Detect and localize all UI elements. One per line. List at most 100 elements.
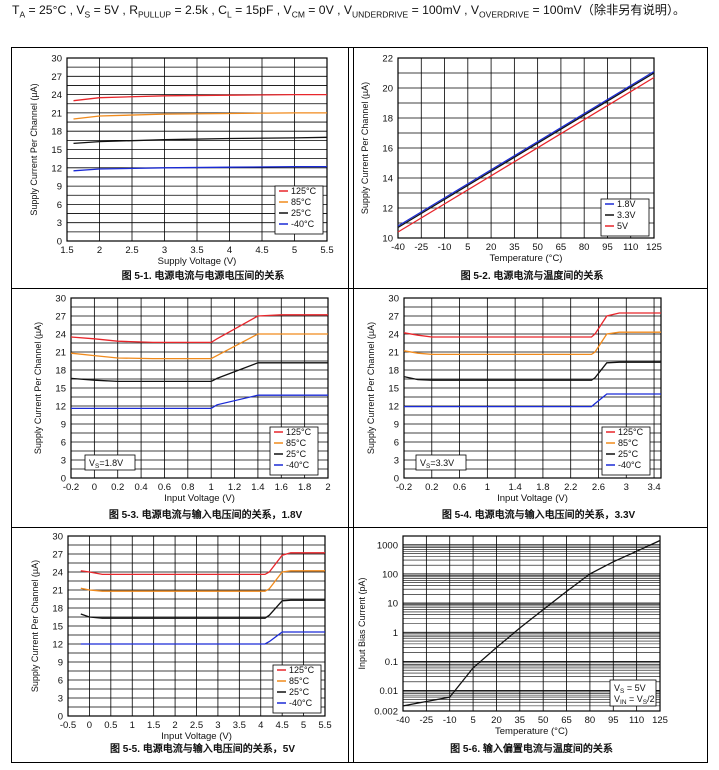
y-tick-label: 30 <box>55 294 66 305</box>
test-conditions-header: TA = 25°C , VS = 5V , RPULLUP = 2.5k , C… <box>12 2 712 23</box>
x-tick-label: 1.2 <box>228 482 241 493</box>
x-tick-label: 2 <box>97 245 102 256</box>
legend-entry: 125°C <box>286 427 312 437</box>
x-tick-label: 1 <box>209 482 214 493</box>
y-tick-label: 0.01 <box>380 686 399 697</box>
x-tick-label: 0.6 <box>453 482 466 493</box>
chart-3: -0.2 0 0.2 0.4 0.6 0.8 1 1.2 1.4 1.6 1.8 2036912151… <box>33 294 331 522</box>
y-tick-label: 15 <box>55 384 66 395</box>
y-tick-label: 12 <box>52 640 63 651</box>
legend-entry: 85°C <box>618 438 639 448</box>
plot-area-border <box>397 57 655 239</box>
series-line-25C <box>73 136 328 145</box>
x-tick-label: 1.5 <box>60 245 73 256</box>
x-tick-label: 3 <box>215 720 220 731</box>
y-tick-label: 27 <box>388 312 399 323</box>
y-tick-label: 10 <box>382 234 393 245</box>
x-tick-label: -40 <box>396 715 410 726</box>
x-tick-label: 3 <box>162 245 167 256</box>
legend-entry: 5V <box>617 221 628 231</box>
legend-entry: -40°C <box>618 460 642 470</box>
x-tick-label: 95 <box>602 242 613 253</box>
legend-entry: 125°C <box>291 186 317 196</box>
x-tick-label: 5 <box>470 715 475 726</box>
x-tick-label: 0.2 <box>425 482 438 493</box>
series-line-85C <box>80 570 325 592</box>
y-tick-label: 21 <box>51 108 62 119</box>
x-tick-label: -0.2 <box>63 482 79 493</box>
x-tick-label: 110 <box>623 242 638 253</box>
condition-3: CL = 15pF , <box>218 3 284 20</box>
annotation-box <box>84 454 136 471</box>
figure-caption: 图 5-6. 输入偏置电流与温度间的关系 <box>450 742 613 755</box>
x-tick-label: 0.5 <box>104 720 117 731</box>
y-tick-label: 27 <box>55 312 66 323</box>
x-axis-label: Input Voltage (V) <box>161 731 232 742</box>
x-tick-label: -10 <box>443 715 457 726</box>
x-tick-label: 5.5 <box>320 245 333 256</box>
series-line--40C <box>71 394 328 410</box>
legend-entry: 85°C <box>286 438 307 448</box>
y-tick-label: 18 <box>388 366 399 377</box>
y-tick-label: 24 <box>52 568 63 579</box>
x-tick-label: -25 <box>414 242 428 253</box>
x-tick-label: 5.5 <box>318 720 331 731</box>
series-line-18V <box>397 70 655 227</box>
figure-caption: 图 5-2. 电源电流与温度间的关系 <box>461 269 604 282</box>
y-tick-label: 0 <box>394 474 399 485</box>
chart-6: -40 -25 -10 5 20 35 50 65 80 95 110 1250.0020.010.1… <box>357 535 668 755</box>
x-axis-label: Input Voltage (V) <box>164 493 235 504</box>
figure-caption: 图 5-3. 电源电流与输入电压间的关系，1.8V <box>109 508 303 521</box>
legend-entry: 3.3V <box>617 210 636 220</box>
x-tick-label: 110 <box>629 715 644 726</box>
x-axis-label: Input Voltage (V) <box>497 493 568 504</box>
legend-entry: 25°C <box>618 449 639 459</box>
chart-2: -40 -25 -10 5 20 35 50 65 80 95 110 125 10 12 14 16 18 20… <box>360 54 662 283</box>
y-axis-label: Input Bias Current (pA) <box>357 577 367 669</box>
x-tick-label: 35 <box>509 242 520 253</box>
figure-frame-5 <box>11 527 354 763</box>
y-tick-label: 15 <box>388 384 399 395</box>
y-tick-label: 27 <box>51 72 62 83</box>
y-tick-label: 21 <box>52 586 63 597</box>
legend-box <box>269 426 319 476</box>
y-tick-label: 20 <box>382 84 393 95</box>
x-tick-label: 2.6 <box>592 482 605 493</box>
y-tick-label: 30 <box>51 54 62 65</box>
series-line-85C <box>70 333 328 360</box>
legend-entry: 85°C <box>289 676 310 686</box>
legend-entry: 125°C <box>289 665 315 675</box>
x-tick-label: 4.5 <box>255 245 268 256</box>
figure-caption: 图 5-1. 电源电流与电源电压间的关系 <box>122 269 285 282</box>
x-tick-label: 0.6 <box>158 482 171 493</box>
series-line-33V <box>397 72 655 229</box>
annotation-text: VS=3.3V <box>420 458 454 470</box>
legend: 125°C85°C25°C-40°C <box>274 185 324 235</box>
y-tick-label: 12 <box>55 402 66 413</box>
y-tick-label: 9 <box>61 420 66 431</box>
y-tick-label: 1 <box>393 628 398 639</box>
x-tick-label: 65 <box>556 242 567 253</box>
x-tick-label: 50 <box>538 715 549 726</box>
y-tick-label: 0.002 <box>374 707 398 718</box>
condition-5: VUNDERDRIVE = 100mV , <box>343 3 471 20</box>
x-tick-label: 3 <box>624 482 629 493</box>
y-tick-label: 18 <box>52 604 63 615</box>
plot-area-border <box>70 297 329 479</box>
y-axis-label: Supply Current Per Channel (µA) <box>29 83 39 215</box>
x-tick-label: 50 <box>532 242 543 253</box>
series-line-25C <box>80 599 325 619</box>
x-tick-label: 4 <box>258 720 263 731</box>
y-tick-label: 16 <box>382 144 393 155</box>
condition-6: VOVERDRIVE = 100mV（除非另有说明）。 <box>470 3 686 20</box>
y-tick-label: 14 <box>382 174 393 185</box>
x-tick-label: 3.5 <box>233 720 246 731</box>
legend-entry: -40°C <box>286 460 310 470</box>
legend-box <box>600 198 650 237</box>
x-tick-label: 0 <box>92 482 97 493</box>
series-line-data <box>402 539 661 707</box>
x-tick-label: 1.4 <box>509 482 522 493</box>
y-tick-label: 3 <box>58 694 63 705</box>
plot-area-border <box>402 535 661 712</box>
